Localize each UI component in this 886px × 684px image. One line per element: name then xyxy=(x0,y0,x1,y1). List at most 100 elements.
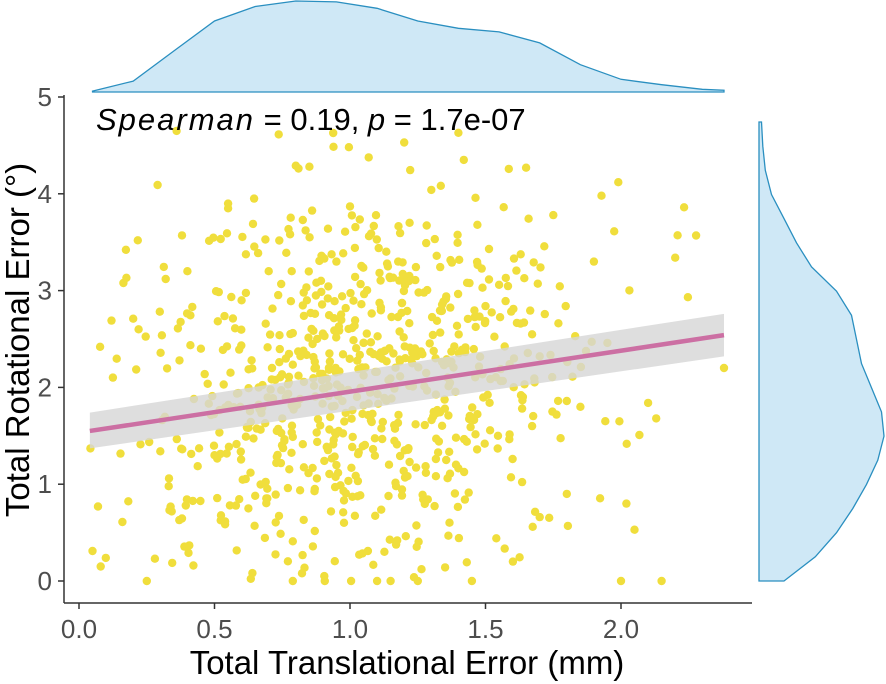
data-point xyxy=(364,232,374,241)
data-point xyxy=(440,395,449,404)
data-point xyxy=(359,289,369,299)
data-point xyxy=(386,576,395,586)
data-point xyxy=(320,254,329,263)
x-tick-label: 0.0 xyxy=(61,614,97,644)
data-point xyxy=(317,300,327,309)
data-point xyxy=(187,449,196,459)
data-point xyxy=(355,215,364,224)
x-axis-ticks: 0.0 0.5 1.0 1.5 2.0 xyxy=(61,603,639,644)
data-point xyxy=(295,486,305,495)
data-point xyxy=(462,278,472,287)
data-point xyxy=(411,463,421,472)
data-point xyxy=(323,445,333,455)
data-point xyxy=(384,460,394,469)
data-point xyxy=(162,364,172,373)
data-point xyxy=(679,203,689,212)
data-point xyxy=(186,341,195,350)
data-point xyxy=(261,235,270,244)
data-point xyxy=(284,372,294,381)
data-point xyxy=(306,308,315,318)
data-point xyxy=(323,294,332,303)
data-point xyxy=(267,363,277,373)
data-point xyxy=(271,550,280,559)
data-point xyxy=(249,434,258,443)
data-point xyxy=(397,491,407,500)
data-point xyxy=(236,455,246,464)
data-point xyxy=(324,363,334,373)
data-point xyxy=(683,293,693,302)
data-point xyxy=(294,164,303,173)
data-point xyxy=(277,279,286,289)
data-point xyxy=(354,448,363,457)
data-point xyxy=(189,561,198,570)
data-point xyxy=(278,443,288,453)
data-point xyxy=(589,257,599,266)
data-point xyxy=(346,576,356,586)
data-point xyxy=(395,451,405,461)
data-point xyxy=(472,257,482,267)
data-point xyxy=(275,358,284,367)
data-point xyxy=(237,341,246,350)
data-point xyxy=(528,522,537,531)
data-point xyxy=(332,460,341,470)
data-point xyxy=(276,529,285,538)
data-point xyxy=(288,537,297,546)
data-point xyxy=(431,472,441,481)
data-point xyxy=(272,458,281,468)
data-point xyxy=(230,324,240,333)
data-point xyxy=(196,496,205,506)
data-point xyxy=(540,242,549,251)
data-point xyxy=(156,348,165,357)
data-point xyxy=(271,490,280,499)
data-point xyxy=(88,546,97,556)
data-point xyxy=(310,484,319,494)
data-point xyxy=(527,421,537,431)
data-point xyxy=(595,494,605,503)
data-point xyxy=(399,333,408,342)
data-point xyxy=(454,464,463,473)
data-point xyxy=(159,262,168,272)
data-point xyxy=(495,313,505,322)
data-point xyxy=(440,563,450,572)
data-point xyxy=(246,468,255,477)
data-point xyxy=(181,501,190,510)
data-point xyxy=(107,316,116,325)
data-point xyxy=(274,511,284,521)
data-point xyxy=(166,502,175,511)
data-point xyxy=(390,436,399,445)
data-point xyxy=(395,228,405,238)
data-point xyxy=(318,329,328,338)
data-point xyxy=(183,267,192,276)
data-point xyxy=(213,317,222,326)
data-point xyxy=(236,447,245,456)
data-point xyxy=(398,269,407,279)
data-point xyxy=(529,258,538,267)
data-point xyxy=(364,153,373,162)
y-axis-ticks: 0 1 2 3 4 5 xyxy=(38,82,64,596)
data-point xyxy=(445,447,454,456)
data-point xyxy=(216,234,225,244)
data-point xyxy=(505,435,514,444)
data-point xyxy=(220,517,230,526)
data-point xyxy=(509,304,518,314)
data-point xyxy=(251,491,260,500)
data-point xyxy=(411,262,421,272)
data-point xyxy=(288,576,297,586)
data-point xyxy=(516,250,525,259)
data-point xyxy=(274,290,283,300)
data-point xyxy=(327,250,336,259)
data-point xyxy=(480,318,490,328)
data-point xyxy=(530,507,540,516)
data-point xyxy=(286,329,295,339)
data-point xyxy=(228,314,238,323)
data-point xyxy=(101,553,111,563)
x-tick-label: 0.5 xyxy=(196,614,232,644)
data-point xyxy=(326,507,336,516)
data-point xyxy=(223,199,233,208)
data-point xyxy=(336,481,345,490)
data-point xyxy=(393,418,403,428)
data-point xyxy=(466,422,475,432)
data-point xyxy=(366,347,375,356)
data-point xyxy=(281,354,290,363)
data-point xyxy=(508,557,518,566)
